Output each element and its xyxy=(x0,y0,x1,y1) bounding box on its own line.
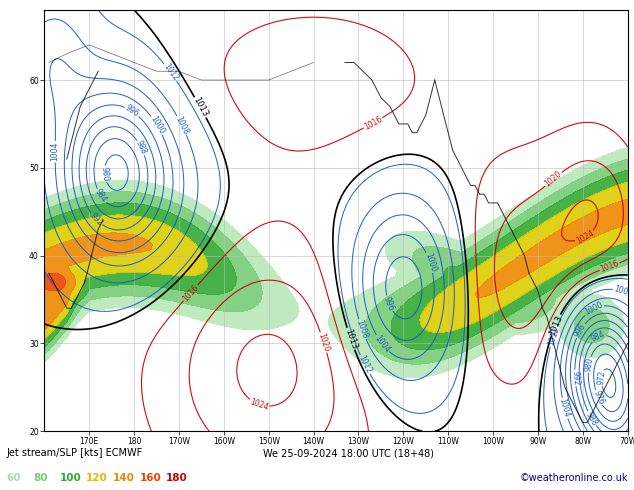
Text: 1012: 1012 xyxy=(356,354,373,375)
Text: 980: 980 xyxy=(100,166,110,181)
Text: 1020: 1020 xyxy=(316,332,331,353)
Text: 1024: 1024 xyxy=(249,397,269,412)
Text: 992: 992 xyxy=(570,370,580,386)
Text: 1004: 1004 xyxy=(51,142,60,161)
Text: 100: 100 xyxy=(60,473,81,483)
Text: 1020: 1020 xyxy=(543,170,564,189)
Text: 180: 180 xyxy=(166,473,188,483)
Text: ©weatheronline.co.uk: ©weatheronline.co.uk xyxy=(519,473,628,483)
Text: 984: 984 xyxy=(590,330,607,344)
Text: 1004: 1004 xyxy=(373,334,392,354)
Text: 996: 996 xyxy=(573,322,588,339)
Text: 1024: 1024 xyxy=(574,228,595,245)
Text: 60: 60 xyxy=(6,473,21,483)
Text: 992: 992 xyxy=(88,211,105,228)
Text: 1000: 1000 xyxy=(423,252,437,273)
Text: 972: 972 xyxy=(596,370,607,386)
Text: 1013: 1013 xyxy=(547,314,564,337)
Text: 1013: 1013 xyxy=(191,96,209,119)
Text: 1000: 1000 xyxy=(148,115,166,136)
Text: 1000: 1000 xyxy=(583,300,605,317)
Text: 1012: 1012 xyxy=(546,326,560,347)
Text: 988: 988 xyxy=(584,410,599,427)
Text: 140: 140 xyxy=(113,473,135,483)
Text: 1008: 1008 xyxy=(174,115,190,136)
Text: Jet stream/SLP [kts] ECMWF: Jet stream/SLP [kts] ECMWF xyxy=(6,448,143,458)
Text: 160: 160 xyxy=(139,473,161,483)
Text: 996: 996 xyxy=(124,103,141,119)
Text: 1008: 1008 xyxy=(612,285,633,299)
Text: 1016: 1016 xyxy=(181,283,200,303)
Text: 1013: 1013 xyxy=(343,327,358,350)
Text: 1016: 1016 xyxy=(363,114,384,131)
Text: 1008: 1008 xyxy=(354,318,370,340)
Text: 1012: 1012 xyxy=(161,62,180,83)
Text: 120: 120 xyxy=(86,473,108,483)
Text: 1016: 1016 xyxy=(599,259,620,274)
Text: 976: 976 xyxy=(592,390,605,406)
Text: 1004: 1004 xyxy=(558,398,571,418)
Text: 996: 996 xyxy=(382,295,396,312)
Text: 988: 988 xyxy=(134,139,148,156)
Text: 984: 984 xyxy=(93,188,108,205)
Text: 980: 980 xyxy=(583,357,595,372)
Text: 80: 80 xyxy=(33,473,48,483)
Text: We 25-09-2024 18:00 UTC (18+48): We 25-09-2024 18:00 UTC (18+48) xyxy=(263,448,434,458)
